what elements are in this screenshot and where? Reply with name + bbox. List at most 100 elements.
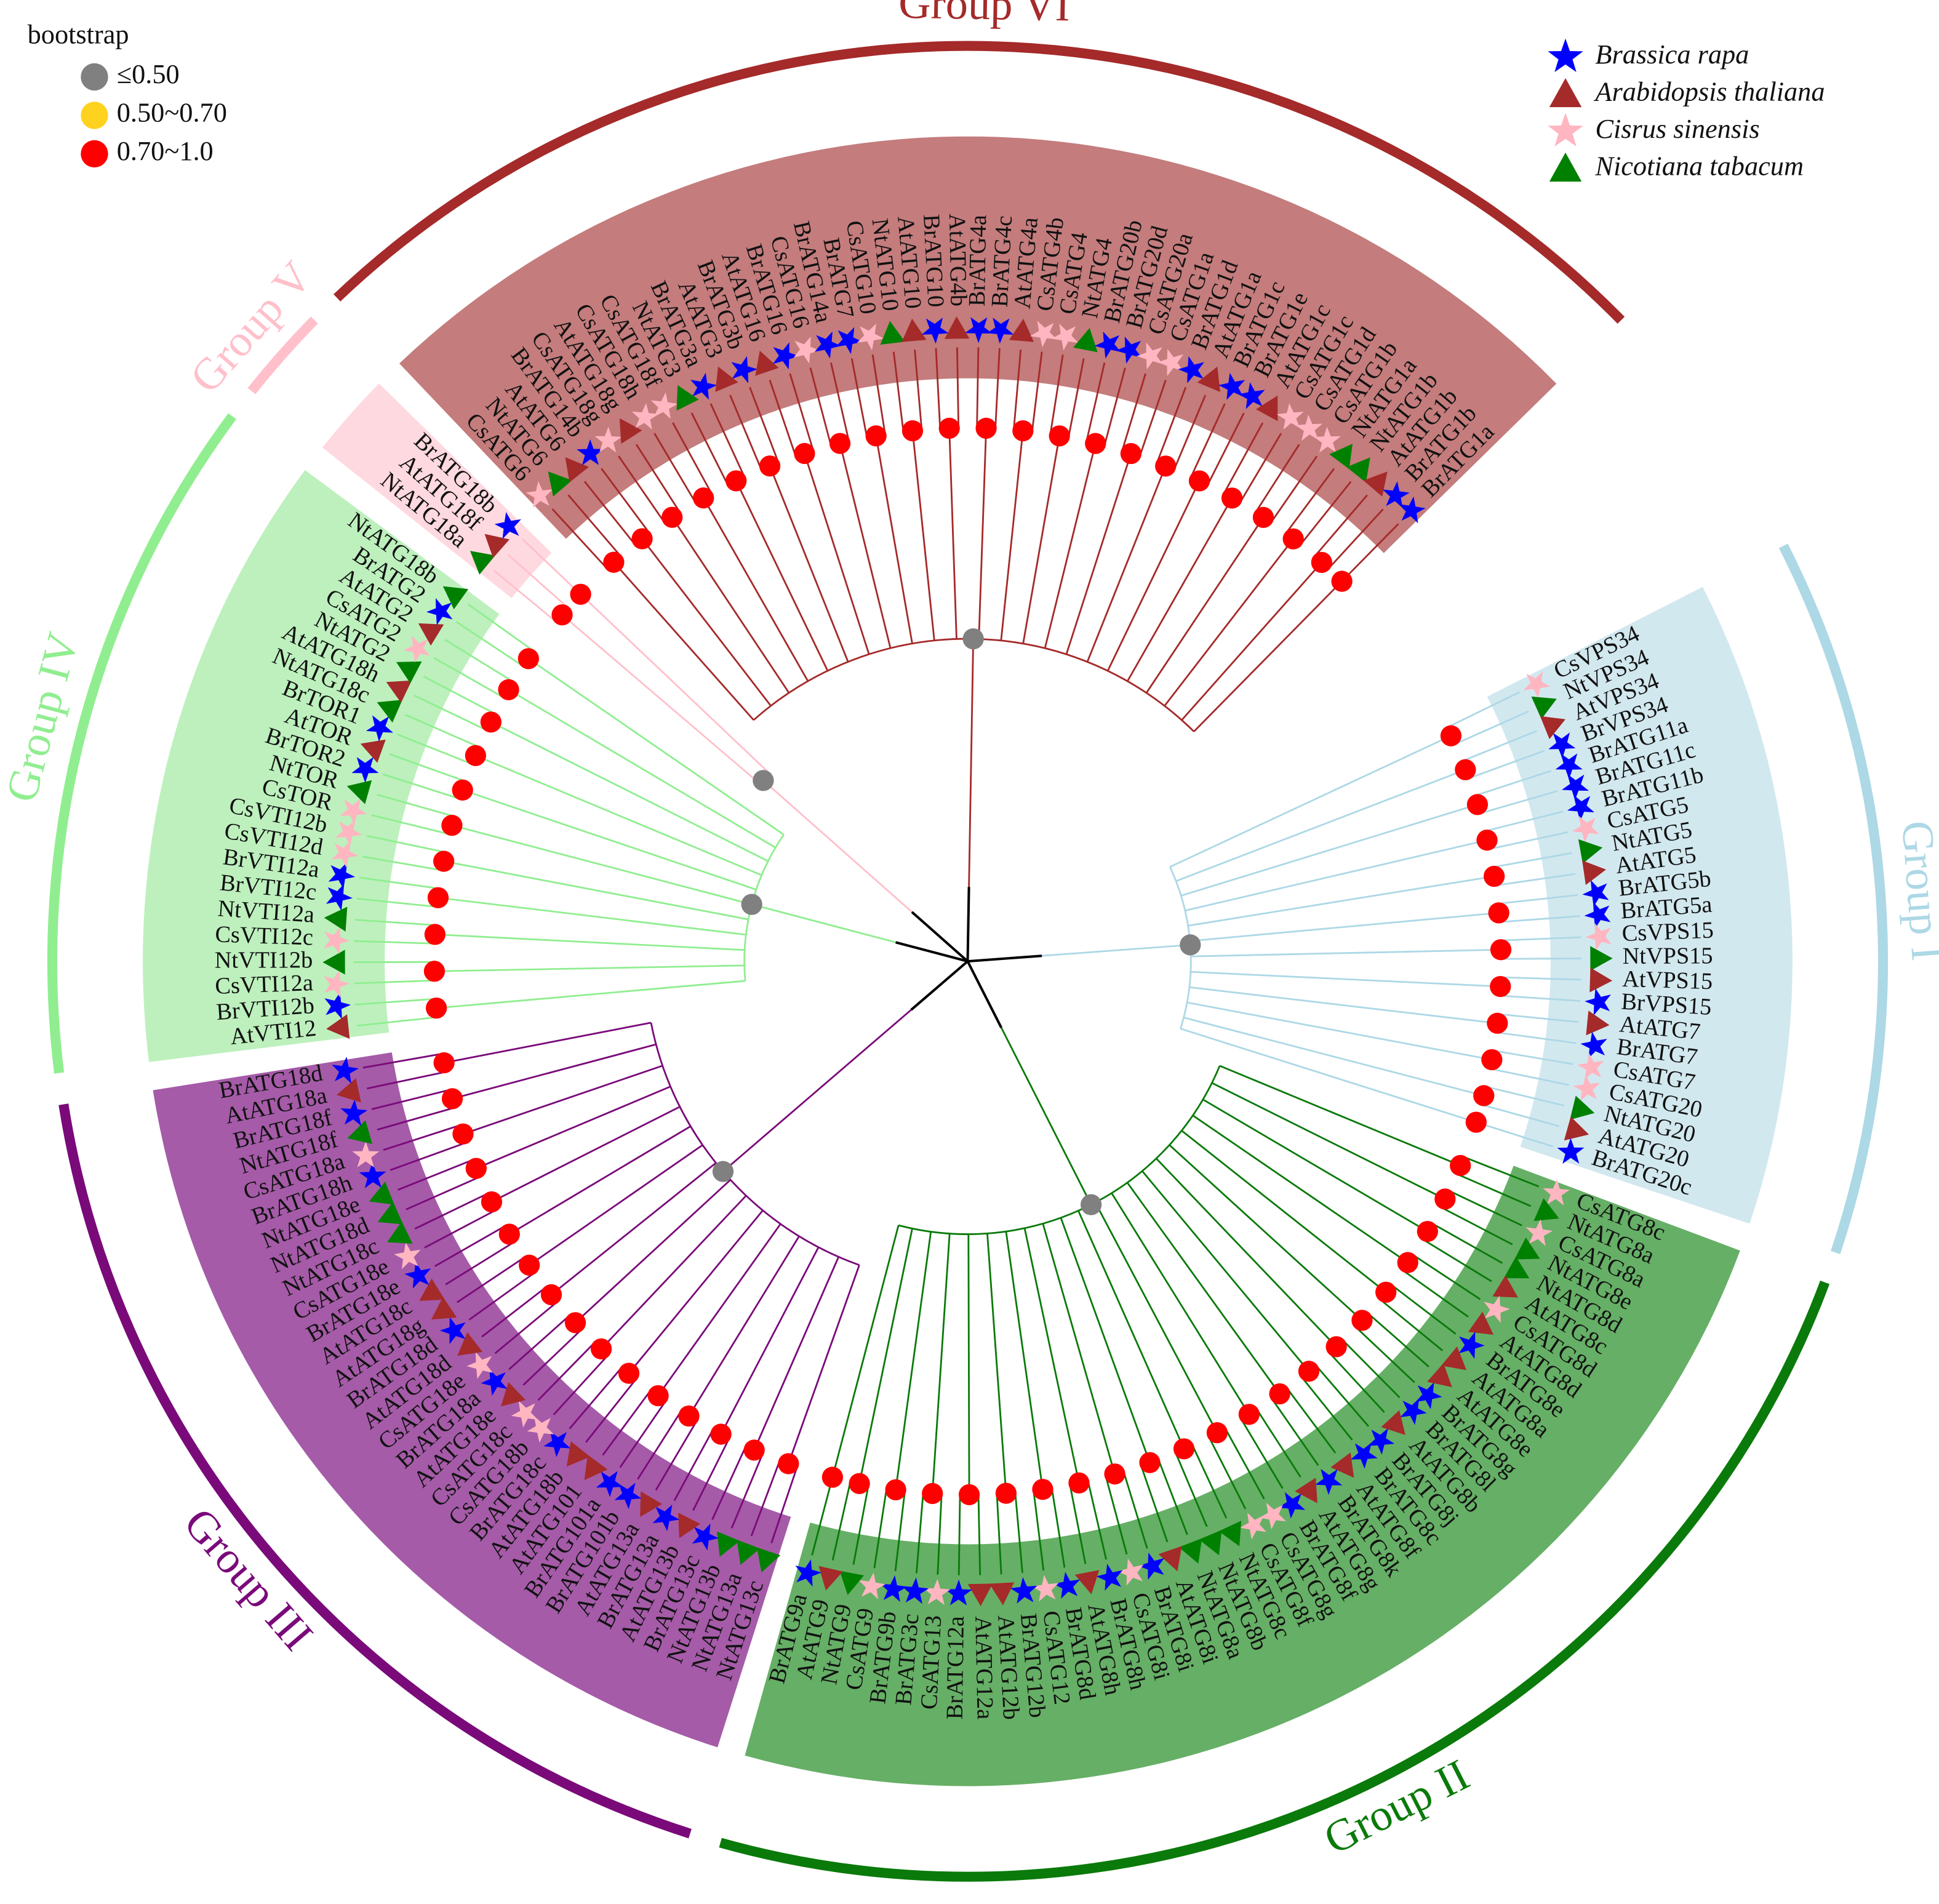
species-marker [431,1297,457,1320]
root-branch [966,961,1002,1028]
bootstrap-dot [902,420,924,442]
branch [1181,1130,1387,1293]
branch [405,714,480,748]
branch [553,1354,609,1415]
species-marker [1382,481,1410,508]
branch [355,998,436,1006]
branch [1391,1284,1457,1335]
bootstrap-dot [922,1482,943,1505]
branch [1355,1326,1415,1383]
bootstrap-dot [1104,1463,1125,1485]
species-legend-marker [1549,78,1582,108]
branch [751,903,896,943]
branch [619,1400,666,1468]
branch [357,1016,438,1027]
bootstrap-dot [480,711,502,733]
branch [1202,1098,1428,1233]
species-marker [1484,1295,1510,1323]
branch [1169,735,1452,868]
species-marker [1578,839,1603,864]
branch [1111,1193,1250,1415]
bootstrap-dot [618,1362,640,1384]
branch [1255,444,1300,513]
species-marker [1580,1031,1607,1059]
leaf-label: AtATG12a [970,1616,997,1720]
branch [443,860,749,921]
branch [937,1494,943,1575]
branch [1315,1364,1369,1427]
branch [1014,1492,1023,1573]
branch [1379,1298,1444,1351]
branch [690,412,729,486]
branch [424,1209,497,1249]
bootstrap-dot [1434,1188,1456,1210]
branch [354,940,435,945]
species-marker [795,1559,822,1587]
bootstrap-dot [498,1223,520,1245]
root-branch [895,941,968,963]
species-marker [1399,496,1426,524]
species-marker [1157,348,1184,377]
species-marker [377,1201,404,1225]
species-legend-marker [1549,152,1582,182]
bootstrap-dot [849,1473,870,1494]
branch [367,1071,446,1090]
bootstrap-dot [1085,433,1106,454]
branch [1077,1210,1185,1449]
species-marker [347,1120,372,1145]
branch [1005,1231,1044,1490]
branch [873,1488,888,1569]
species-legend-label: Nicotiana tabacum [1594,150,1804,181]
branch [935,348,942,429]
branch [749,386,780,463]
bootstrap-dot [1455,759,1476,780]
root-branch [966,887,970,962]
branch [1496,1031,1577,1044]
species-marker [1585,923,1612,951]
branch [1189,912,1499,942]
branch [1141,1170,1310,1372]
species-marker [756,1547,781,1573]
branch [508,1315,570,1370]
species-marker [1029,321,1057,348]
group-background [745,1166,1740,1786]
branch [362,855,442,871]
species-marker [1051,323,1079,351]
branch [1211,1082,1445,1200]
bootstrap-dot [570,583,591,605]
branch [875,436,913,644]
species-marker [818,1566,843,1591]
branch [383,1124,461,1151]
species-legend-marker [1548,38,1583,73]
bootstrap-dot [1325,1336,1347,1358]
branch [1207,412,1245,486]
species-marker [1540,716,1566,740]
group-ring [47,413,236,1074]
bootstrap-dot [551,604,573,626]
species-marker [921,318,949,344]
branch [1500,976,1581,981]
species-marker [340,798,367,825]
species-marker [1564,1116,1589,1141]
species-marker [1199,1530,1222,1556]
branch [735,480,829,671]
bootstrap-dot [1139,1452,1161,1473]
branch [494,1301,558,1354]
branch [462,789,757,890]
species-marker [1295,414,1323,441]
species-marker [945,316,970,339]
species-legend-marker [1548,113,1583,147]
species-marker [426,598,453,625]
leaf-label: AtATG4b [944,214,972,307]
species-marker [1525,1219,1553,1246]
species-marker [836,327,863,354]
species-marker [566,1441,591,1467]
bootstrap-dot [693,487,714,509]
species-marker [945,1579,972,1606]
species-marker [494,511,521,539]
branch [1489,831,1569,850]
bootstrap-dot [1068,1472,1090,1494]
branch [601,1194,747,1350]
branch [1156,386,1187,463]
species-marker [1533,1198,1559,1222]
